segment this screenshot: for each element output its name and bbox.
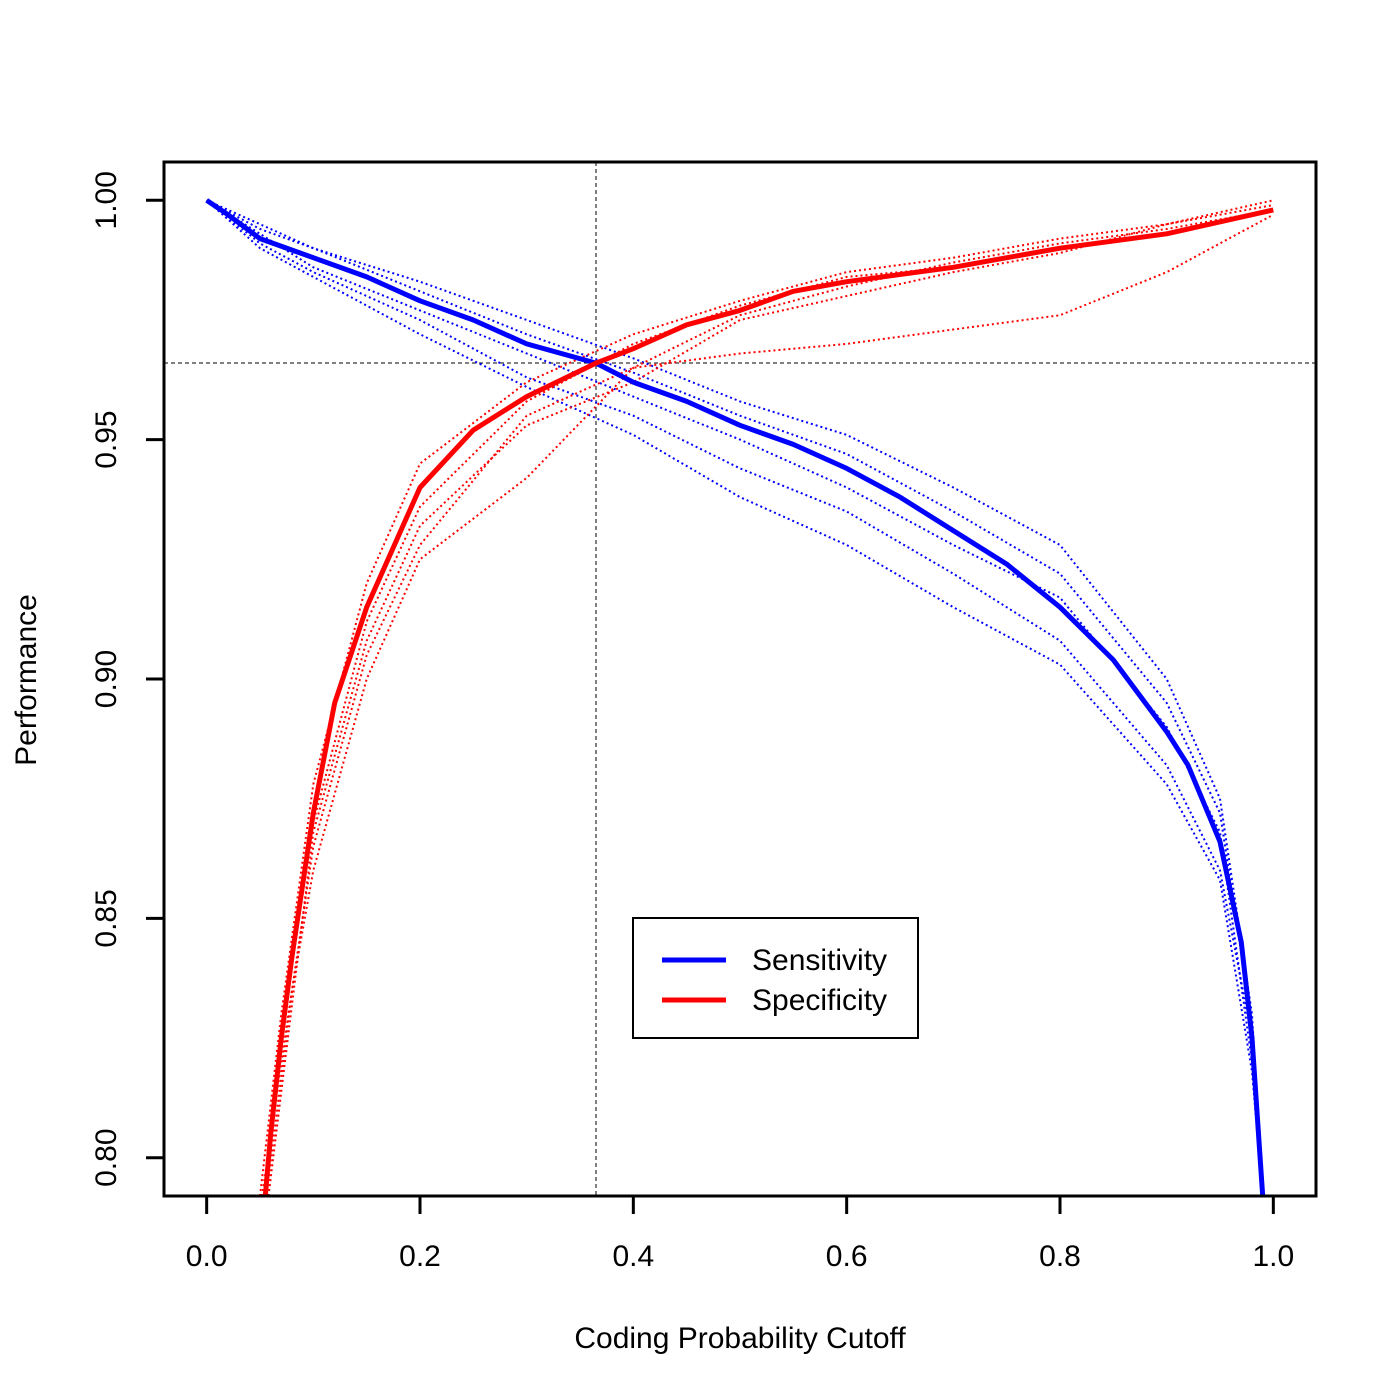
- legend-label-specificity: Specificity: [752, 984, 887, 1017]
- x-axis-title: Coding Probability Cutoff: [574, 1322, 906, 1355]
- series-line-specificity: [262, 207, 1274, 1197]
- y-tick-label-1: 0.85: [90, 889, 123, 947]
- replicate-specificity-2: [261, 213, 1274, 1197]
- y-tick-label-0: 0.80: [90, 1129, 123, 1187]
- replicate-specificity-5: [267, 199, 1274, 1197]
- x-tick-label-2: 0.4: [612, 1240, 654, 1273]
- legend-box: [632, 917, 919, 1039]
- series-line-sensitivity: [205, 198, 1266, 1197]
- legend: Sensitivity Specificity: [632, 917, 919, 1039]
- replicate-sensitivity-5: [206, 199, 1264, 1197]
- y-tick-label-2: 0.90: [90, 650, 123, 708]
- replicate-specificity-1: [259, 204, 1274, 1197]
- y-axis-title: Performance: [10, 594, 43, 766]
- x-tick-label-1: 0.2: [399, 1240, 441, 1273]
- y-axis: 0.80 0.85 0.90 0.95 1.00: [90, 171, 166, 1187]
- replicate-curves: [206, 199, 1274, 1197]
- x-tick-label-4: 0.8: [1039, 1240, 1081, 1273]
- replicate-sensitivity-4: [206, 199, 1264, 1197]
- replicate-sensitivity-2: [206, 199, 1264, 1197]
- x-tick-label-5: 1.0: [1252, 1240, 1294, 1273]
- plot-frame: [162, 160, 1318, 1198]
- y-tick-label-4: 1.00: [90, 171, 123, 229]
- replicate-specificity-3: [265, 208, 1274, 1197]
- x-tick-label-3: 0.6: [826, 1240, 868, 1273]
- x-tick-label-0: 0.0: [186, 1240, 228, 1273]
- replicate-specificity-4: [264, 208, 1274, 1197]
- replicate-sensitivity-3: [206, 199, 1264, 1197]
- replicate-sensitivity-1: [206, 199, 1264, 1197]
- y-tick-label-3: 0.95: [90, 410, 123, 468]
- x-axis: 0.0 0.2 0.4 0.6 0.8 1.0: [186, 1194, 1294, 1273]
- reference-lines: [164, 162, 1316, 1196]
- legend-label-sensitivity: Sensitivity: [752, 944, 887, 977]
- main-curves: [205, 198, 1274, 1197]
